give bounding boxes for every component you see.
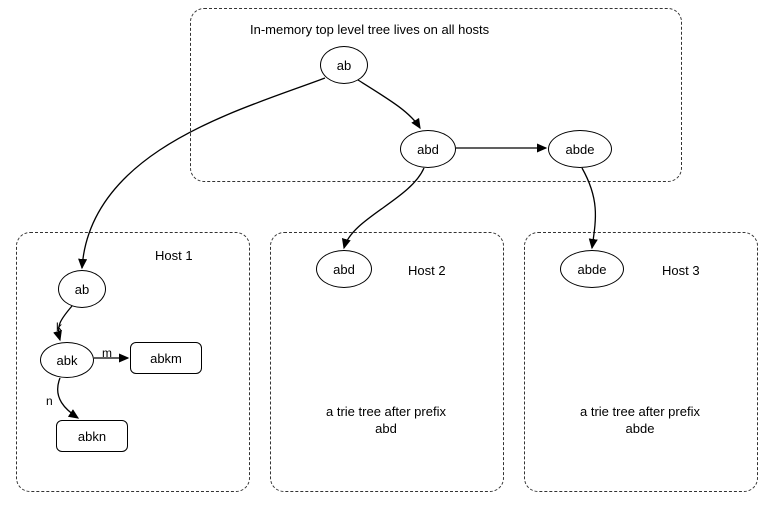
node-label: abkn (78, 429, 106, 444)
node-top-abd: abd (400, 130, 456, 168)
node-top-abde: abde (548, 130, 612, 168)
node-h3-abde: abde (560, 250, 624, 288)
title-host2: Host 2 (408, 263, 446, 280)
node-h2-abd: abd (316, 250, 372, 288)
node-label: abde (578, 262, 607, 277)
node-label: ab (75, 282, 89, 297)
node-top-ab: ab (320, 46, 368, 84)
node-label: abd (333, 262, 355, 277)
title-host1: Host 1 (155, 248, 193, 265)
caption-host2: a trie tree after prefix abd (316, 404, 456, 438)
caption-line2: abd (375, 421, 397, 436)
node-h1-ab: ab (58, 270, 106, 308)
node-label: ab (337, 58, 351, 73)
caption-host3: a trie tree after prefix abde (570, 404, 710, 438)
node-h1-abk: abk (40, 342, 94, 378)
edge-label-n: n (46, 394, 53, 408)
box-host3 (524, 232, 758, 492)
node-label: abkm (150, 351, 182, 366)
diagram-canvas: In-memory top level tree lives on all ho… (0, 0, 767, 507)
caption-line2: abde (626, 421, 655, 436)
title-top: In-memory top level tree lives on all ho… (250, 22, 489, 39)
caption-line1: a trie tree after prefix (580, 404, 700, 419)
caption-line1: a trie tree after prefix (326, 404, 446, 419)
node-label: abd (417, 142, 439, 157)
node-h1-abkm: abkm (130, 342, 202, 374)
node-label: abk (57, 353, 78, 368)
node-label: abde (566, 142, 595, 157)
box-host2 (270, 232, 504, 492)
edge-label-k: k (56, 320, 62, 334)
edge-label-m: m (102, 346, 112, 360)
node-h1-abkn: abkn (56, 420, 128, 452)
title-host3: Host 3 (662, 263, 700, 280)
